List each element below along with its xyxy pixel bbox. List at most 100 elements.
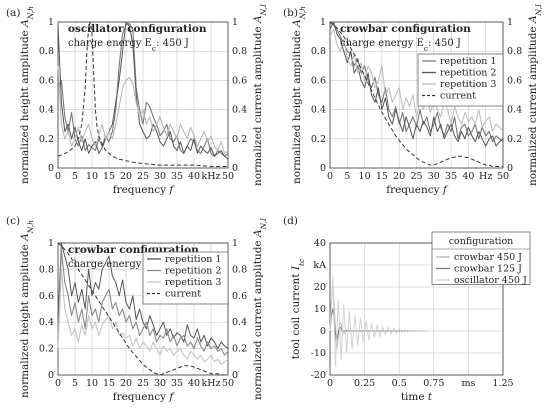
legend-box <box>431 231 531 285</box>
series-line-1 <box>57 242 229 350</box>
y-right-tick-label: 0.2 <box>507 134 522 145</box>
x-tick-label: 50 <box>222 378 234 389</box>
x-tick-label: 0.25 <box>354 378 375 389</box>
series-line-4 <box>57 242 228 376</box>
x-tick-label: 20 <box>120 378 132 389</box>
x-tick-label: ms <box>461 378 475 389</box>
y-axis-label: tool coil current Itc <box>290 258 306 359</box>
y-right-tick-label: 0.6 <box>507 75 522 86</box>
x-tick-label: 10 <box>86 171 98 182</box>
y-axis-label-left: normalized height amplitude AN,h <box>291 6 307 184</box>
y-tick-label: 0 <box>48 370 54 381</box>
panel-label: (d) <box>283 215 298 227</box>
chart-panel-4: (d) 0 0.25 0.5 0.75 ms 1.25 -20 -10 0 10 20 kA 40 time… <box>283 215 531 403</box>
y-tick-label: 0.6 <box>39 75 54 86</box>
y-tick-label: 10 <box>314 304 326 315</box>
x-tick-label: 50 <box>497 171 509 182</box>
series-line-1 <box>329 21 504 143</box>
series-line-3 <box>329 275 427 367</box>
x-tick-label: 20 <box>393 171 405 182</box>
y-right-tick-label: 0 <box>232 163 238 174</box>
x-tick-label: 0 <box>327 378 333 389</box>
chart-panel-1: (a)0 5 10 15 20 25 30 35 40 kHz 500 00.2 0.20.4 0.40.… <box>6 3 268 196</box>
legend-entry: oscillator 450 J <box>454 275 527 286</box>
y-right-tick-label: 1 <box>232 238 238 249</box>
x-tick-label: 30 <box>154 378 166 389</box>
y-right-tick-label: 0.4 <box>507 105 522 116</box>
x-tick-label: 35 <box>445 171 457 182</box>
chart-panel-2: (b)0 5 10 15 20 25 30 35 40 Hz 500 00.2 0.20.4 0.40.6… <box>283 3 543 196</box>
y-right-tick-label: 1 <box>232 17 238 28</box>
y-axis-label-right: normalized current amplitude AN,I <box>527 3 543 186</box>
x-tick-label: 10 <box>359 171 371 182</box>
x-tick-label: 0.5 <box>392 378 407 389</box>
x-tick-label: 50 <box>222 171 234 182</box>
y-axis-label-right: normalized current amplitude AN,I <box>252 3 268 186</box>
legend-entry: current <box>440 91 476 102</box>
x-axis-label: frequency f <box>113 184 176 196</box>
y-axis-label-right: normalized current amplitude AN,I <box>252 217 268 400</box>
y-tick-label: 0.8 <box>311 46 326 57</box>
y-tick-label: -20 <box>311 370 326 381</box>
x-tick-label: 0 <box>55 171 61 182</box>
x-tick-label: 5 <box>72 378 78 389</box>
y-right-tick-label: 0 <box>232 370 238 381</box>
legend-entry: repetition 3 <box>165 277 221 288</box>
x-tick-label: 40 <box>188 171 200 182</box>
series-line-4 <box>329 21 503 167</box>
plot-frame <box>57 242 229 376</box>
legend-entry: crowbar 450 J <box>454 252 522 263</box>
y-tick-label: 0.8 <box>39 46 54 57</box>
y-tick-label: 0.8 <box>39 264 54 275</box>
series-line-4 <box>57 21 228 167</box>
y-tick-label: -10 <box>311 348 326 359</box>
panel-label: (a) <box>6 7 20 19</box>
x-tick-label: kHz <box>201 378 220 389</box>
legend-title: configuration <box>449 236 514 247</box>
y-tick-label: kA <box>313 260 326 271</box>
legend-box <box>417 53 504 107</box>
y-tick-label: 0 <box>48 163 54 174</box>
plot-frame <box>329 242 504 376</box>
y-tick-label: 0.2 <box>39 344 54 355</box>
x-tick-label: 1.25 <box>492 378 513 389</box>
x-tick-label: 0.75 <box>423 378 444 389</box>
x-tick-label: 35 <box>171 378 183 389</box>
series-line-1 <box>57 22 229 157</box>
x-tick-label: Hz <box>479 171 492 182</box>
x-tick-label: 25 <box>410 171 422 182</box>
panel-label: (c) <box>6 215 20 227</box>
x-tick-label: 15 <box>103 378 115 389</box>
y-right-tick-label: 0.8 <box>232 264 247 275</box>
y-tick-label: 0.6 <box>311 75 326 86</box>
x-tick-label: 25 <box>137 171 149 182</box>
x-axis-label: time t <box>401 391 433 403</box>
y-tick-label: 0.6 <box>39 291 54 302</box>
y-tick-label: 0 <box>320 326 326 337</box>
series-line-2 <box>57 21 229 160</box>
series-line-2 <box>57 249 229 356</box>
x-axis-label: frequency f <box>113 391 176 403</box>
x-tick-label: 30 <box>428 171 440 182</box>
y-tick-label: 0 <box>320 163 326 174</box>
legend-entry: repetition 2 <box>165 266 221 277</box>
y-tick-label: 1 <box>48 238 54 249</box>
y-right-tick-label: 0.4 <box>232 105 247 116</box>
y-tick-label: 0.2 <box>311 134 326 145</box>
y-right-tick-label: 0.8 <box>232 46 247 57</box>
legend-box <box>142 251 229 305</box>
y-right-tick-label: 0.8 <box>507 46 522 57</box>
x-tick-label: 10 <box>86 378 98 389</box>
legend-entry: repetition 3 <box>440 79 496 90</box>
chart-subtitle: charge energy Ec: 450 J <box>340 38 461 53</box>
series-line-3 <box>57 65 229 154</box>
series-line-3 <box>57 268 229 365</box>
x-tick-label: 0 <box>55 378 61 389</box>
y-tick-label: 1 <box>320 17 326 28</box>
y-right-tick-label: 0 <box>507 163 513 174</box>
x-tick-label: 5 <box>72 171 78 182</box>
y-right-tick-label: 1 <box>507 17 513 28</box>
legend-entry: repetition 2 <box>440 68 496 79</box>
chart-panel-3: (c)0 5 10 15 20 25 30 35 40 kHz 500 00.2 0.20.4 0.40.… <box>6 215 268 403</box>
